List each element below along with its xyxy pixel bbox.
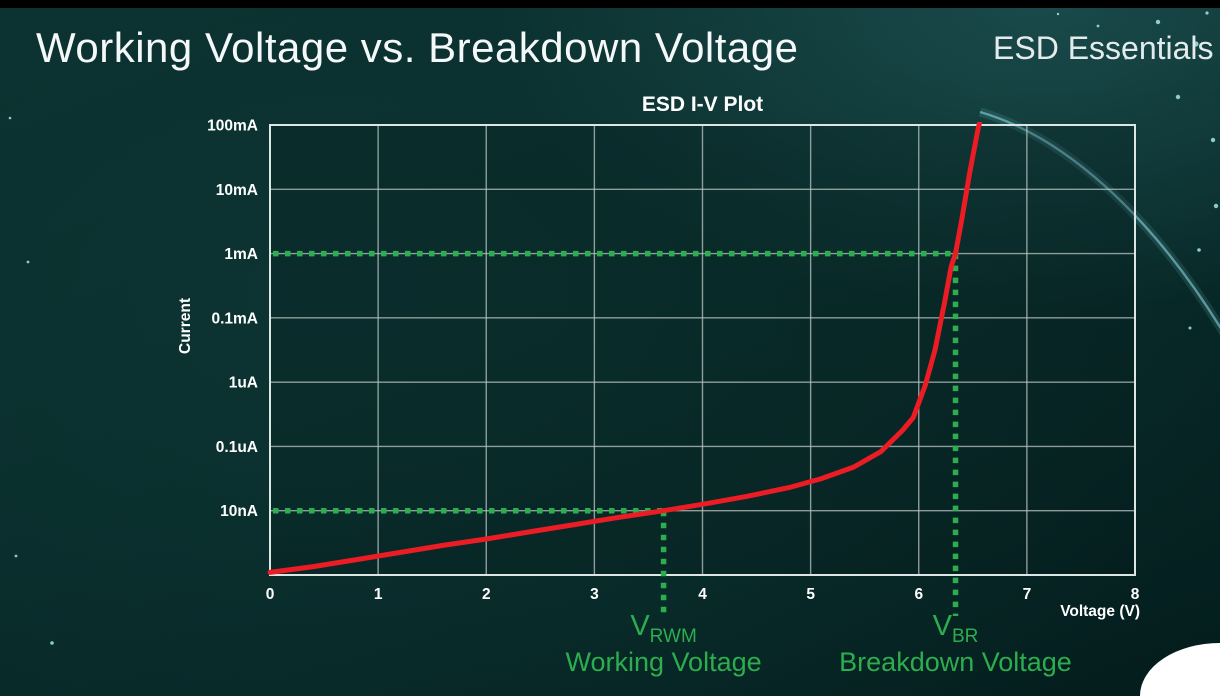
annotation-guides bbox=[273, 250, 959, 616]
x-tick-label: 0 bbox=[266, 586, 275, 603]
decorative-dot bbox=[1175, 94, 1181, 100]
symbol-subscript: BR bbox=[951, 625, 979, 647]
decorative-dot bbox=[1193, 41, 1199, 47]
annotation-symbol: VBR bbox=[839, 610, 1072, 647]
annotation-symbol: VRWM bbox=[566, 610, 762, 647]
x-tick-label: 2 bbox=[482, 586, 491, 603]
decorative-dot bbox=[1188, 326, 1192, 330]
page-title: Working Voltage vs. Breakdown Voltage bbox=[36, 24, 799, 71]
x-tick-label: 7 bbox=[1023, 586, 1032, 603]
annotation-breakdown-voltage: VBR Breakdown Voltage bbox=[839, 610, 1072, 677]
x-tick-label: 1 bbox=[374, 586, 383, 603]
x-tick-label: 8 bbox=[1131, 586, 1140, 603]
decorative-dot bbox=[50, 641, 54, 645]
decorative-dot bbox=[8, 116, 12, 120]
dotted-guide-line bbox=[273, 507, 667, 616]
x-tick-label: 3 bbox=[590, 586, 599, 603]
y-axis-title: Current bbox=[177, 298, 194, 354]
y-tick-label: 100mA bbox=[207, 118, 258, 135]
annotation-caption: Working Voltage bbox=[565, 647, 762, 678]
decorative-dot bbox=[1213, 203, 1219, 209]
decorative-dot bbox=[14, 554, 18, 558]
decorative-dot bbox=[1056, 12, 1060, 16]
y-tick-label: 1uA bbox=[229, 375, 258, 392]
y-tick-label: 10mA bbox=[216, 182, 258, 199]
chart-title: ESD I-V Plot bbox=[641, 93, 764, 116]
x-tick-label: 5 bbox=[806, 586, 815, 603]
x-tick-label: 4 bbox=[698, 586, 707, 603]
plot-border bbox=[269, 124, 1136, 576]
decorative-streak bbox=[979, 110, 1220, 330]
decorative-dot bbox=[1155, 19, 1161, 25]
symbol-v: V bbox=[630, 610, 650, 642]
decorations bbox=[8, 11, 1220, 645]
symbol-subscript: RWM bbox=[649, 625, 697, 647]
x-tick-label: 6 bbox=[914, 586, 923, 603]
y-tick-label: 1mA bbox=[224, 246, 258, 263]
dotted-guide-line bbox=[273, 250, 959, 616]
decorative-dot bbox=[26, 260, 30, 264]
symbol-v: V bbox=[932, 610, 952, 642]
iv-curve bbox=[267, 122, 983, 575]
y-tick-label: 0.1mA bbox=[211, 310, 258, 327]
decorative-dot bbox=[1124, 56, 1128, 60]
decorative-dot bbox=[1197, 248, 1201, 252]
annotation-working-voltage: VRWM Working Voltage bbox=[566, 610, 762, 677]
watermark-text: ESD Essentials bbox=[993, 30, 1214, 66]
annotation-caption: Breakdown Voltage bbox=[839, 647, 1072, 678]
y-tick-label: 10nA bbox=[220, 503, 258, 520]
x-axis-title: Voltage (V) bbox=[1060, 603, 1140, 620]
decorative-dot bbox=[1210, 137, 1216, 143]
decorative-dot bbox=[1205, 11, 1209, 15]
y-tick-label: 0.1uA bbox=[216, 439, 258, 456]
decorative-dot bbox=[1096, 24, 1100, 28]
top-black-bar bbox=[0, 0, 1220, 8]
axis-ticks: 100mA 10mA 1mA 0.1mA 1uA 0.1uA 10nA 0 1 2 3 4 5 6 7 8 bbox=[207, 118, 1140, 604]
